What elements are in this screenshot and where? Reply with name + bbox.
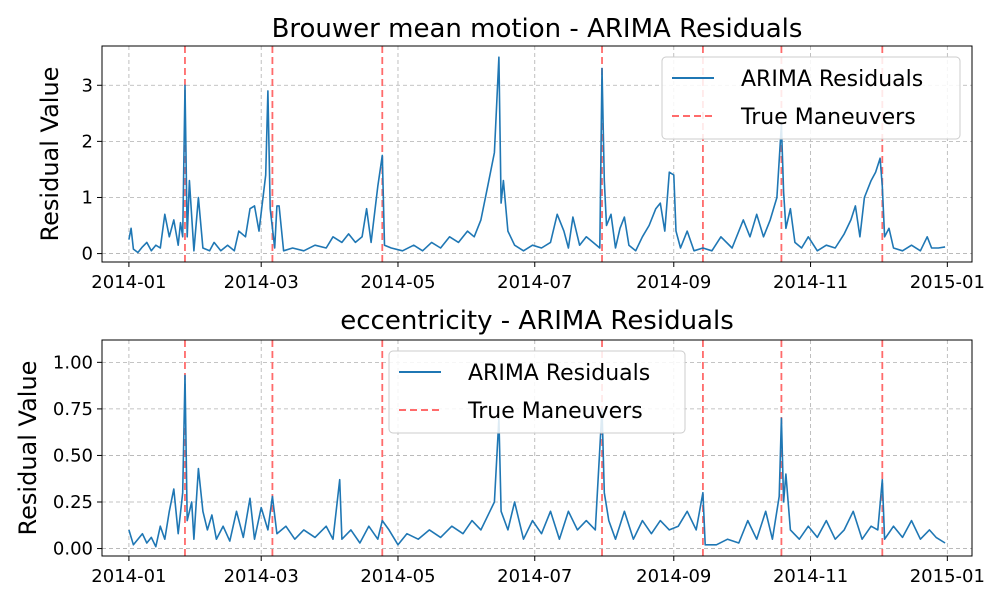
y-tick-label: 0.75 [53, 399, 93, 420]
x-tick-label: 2014-05 [360, 272, 435, 293]
legend: ARIMA Residuals True Maneuvers [388, 350, 686, 434]
y-tick-label: 1 [82, 187, 93, 208]
chart-title: eccentricity - ARIMA Residuals [340, 306, 734, 336]
y-axis-label: Residual Value [36, 67, 64, 242]
x-tick-label: 2014-01 [91, 566, 166, 587]
legend-box [661, 56, 961, 140]
y-tick-label: 0.00 [53, 539, 93, 560]
x-tick-label: 2014-07 [497, 272, 572, 293]
residuals-line [128, 374, 946, 548]
y-tick-label: 0.50 [53, 445, 93, 466]
y-tick-label: 2 [82, 131, 93, 152]
x-tick-label: 2014-03 [224, 566, 299, 587]
y-tick-label: 0.25 [53, 492, 93, 513]
plot-frame [101, 45, 973, 263]
x-tick-label: 2015-01 [910, 272, 985, 293]
x-tick-label: 2014-11 [773, 272, 848, 293]
x-tick-label: 2015-01 [910, 566, 985, 587]
legend-label-maneuvers: True Maneuvers [467, 399, 643, 424]
x-tick-label: 2014-09 [636, 272, 711, 293]
plot-frame [101, 339, 973, 557]
subplot-1: 2014-01 2014-03 2014-05 2014-07 2014-09 2014-… [36, 14, 985, 293]
x-tick-label: 2014-09 [636, 566, 711, 587]
x-tick-label: 2014-11 [773, 566, 848, 587]
y-axis-label: Residual Value [14, 361, 42, 536]
y-tick-label: 0 [82, 244, 93, 265]
legend-label-residuals: ARIMA Residuals [468, 361, 650, 386]
y-tick-label: 1.00 [53, 352, 93, 373]
x-tick-label: 2014-01 [91, 272, 166, 293]
legend-box [388, 350, 686, 434]
x-tick-label: 2014-05 [360, 566, 435, 587]
legend-label-maneuvers: True Maneuvers [740, 105, 916, 130]
chart-title: Brouwer mean motion - ARIMA Residuals [272, 14, 803, 44]
x-tick-label: 2014-07 [497, 566, 572, 587]
y-tick-label: 3 [82, 75, 93, 96]
legend: ARIMA Residuals True Maneuvers [661, 56, 961, 140]
residuals-line [128, 56, 946, 254]
subplot-2: 2014-01 2014-03 2014-05 2014-07 2014-09 2014-… [14, 306, 985, 587]
legend-label-residuals: ARIMA Residuals [741, 67, 923, 92]
x-tick-label: 2014-03 [224, 272, 299, 293]
